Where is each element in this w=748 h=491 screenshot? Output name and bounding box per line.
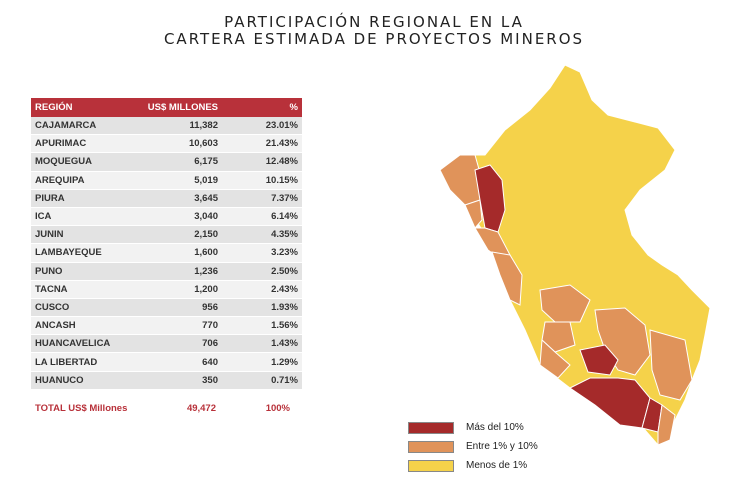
cell-region: PIURA bbox=[31, 189, 139, 208]
region-tacna bbox=[657, 404, 676, 446]
region-piura bbox=[439, 154, 483, 206]
title-line-2: CARTERA ESTIMADA DE PROYECTOS MINEROS bbox=[163, 30, 585, 48]
table-row: PUNO 1,236 2.50% bbox=[31, 262, 302, 281]
cell-millions: 3,040 bbox=[139, 207, 222, 227]
cell-millions: 1,200 bbox=[139, 280, 222, 299]
total-percent: 100% bbox=[265, 403, 290, 414]
cell-percent: 2.43% bbox=[222, 280, 302, 299]
legend-item: Entre 1% y 10% bbox=[408, 437, 538, 456]
cell-region: PUNO bbox=[31, 262, 139, 281]
legend-swatch-low bbox=[408, 459, 454, 472]
cell-region: CAJAMARCA bbox=[31, 117, 139, 136]
region-lambayeque bbox=[464, 199, 483, 229]
legend-swatch-mid bbox=[408, 440, 454, 453]
cell-percent: 2.50% bbox=[222, 262, 302, 281]
cell-percent: 7.37% bbox=[222, 189, 302, 208]
table-row: ANCASH 770 1.56% bbox=[31, 316, 302, 336]
cell-millions: 11,382 bbox=[139, 117, 222, 136]
cell-percent: 1.43% bbox=[222, 334, 302, 354]
cell-millions: 350 bbox=[139, 371, 222, 390]
table-row: AREQUIPA 5,019 10.15% bbox=[31, 171, 302, 190]
region-puno bbox=[649, 329, 693, 401]
total-value: 49,472 bbox=[186, 403, 216, 414]
cell-percent: 1.56% bbox=[222, 316, 302, 336]
table-row: PIURA 3,645 7.37% bbox=[31, 189, 302, 208]
cell-region: HUANUCO bbox=[31, 371, 139, 390]
table-row: TACNA 1,200 2.43% bbox=[31, 280, 302, 299]
page-title: PARTICIPACIÓN REGIONAL EN LA CARTERA EST… bbox=[0, 14, 748, 48]
cell-region: AREQUIPA bbox=[31, 171, 139, 190]
region-apurimac bbox=[579, 344, 619, 376]
cell-region: MOQUEGUA bbox=[31, 152, 139, 172]
region-table: REGIÓN US$ MILLONES % CAJAMARCA 11,382 23.… bbox=[31, 98, 302, 390]
table-row: ICA 3,040 6.14% bbox=[31, 207, 302, 227]
cell-millions: 706 bbox=[139, 334, 222, 354]
region-cajamarca bbox=[474, 164, 506, 233]
table-row: HUANUCO 350 0.71% bbox=[31, 371, 302, 390]
cell-millions: 10,603 bbox=[139, 134, 222, 154]
cell-percent: 3.23% bbox=[222, 243, 302, 263]
legend-item: Más del 10% bbox=[408, 418, 538, 437]
cell-millions: 2,150 bbox=[139, 225, 222, 245]
cell-region: CUSCO bbox=[31, 298, 139, 318]
cell-millions: 770 bbox=[139, 316, 222, 336]
total-label: TOTAL US$ Millones bbox=[35, 403, 128, 414]
cell-millions: 640 bbox=[139, 352, 222, 372]
cell-millions: 5,019 bbox=[139, 171, 222, 190]
cell-percent: 21.43% bbox=[222, 134, 302, 154]
header-percent: % bbox=[222, 98, 302, 117]
region-ancash bbox=[491, 251, 523, 306]
region-junin bbox=[539, 284, 591, 323]
table-row: MOQUEGUA 6,175 12.48% bbox=[31, 152, 302, 172]
table-header-row: REGIÓN US$ MILLONES % bbox=[31, 98, 302, 117]
table-row: HUANCAVELICA 706 1.43% bbox=[31, 334, 302, 354]
peru-map bbox=[439, 64, 711, 446]
legend-item: Menos de 1% bbox=[408, 456, 538, 475]
cell-region: LAMBAYEQUE bbox=[31, 243, 139, 263]
table-row: CAJAMARCA 11,382 23.01% bbox=[31, 117, 302, 136]
cell-millions: 956 bbox=[139, 298, 222, 318]
cell-percent: 10.15% bbox=[222, 171, 302, 190]
region-cusco bbox=[594, 307, 651, 376]
legend-label-low: Menos de 1% bbox=[466, 460, 528, 471]
legend-label-mid: Entre 1% y 10% bbox=[466, 441, 538, 452]
cell-region: ANCASH bbox=[31, 316, 139, 336]
cell-percent: 23.01% bbox=[222, 117, 302, 136]
map-legend: Más del 10% Entre 1% y 10% Menos de 1% bbox=[408, 418, 538, 475]
cell-percent: 1.93% bbox=[222, 298, 302, 318]
cell-region: LA LIBERTAD bbox=[31, 352, 139, 372]
cell-millions: 6,175 bbox=[139, 152, 222, 172]
table-row: APURIMAC 10,603 21.43% bbox=[31, 134, 302, 154]
cell-percent: 1.29% bbox=[222, 352, 302, 372]
cell-region: ICA bbox=[31, 207, 139, 227]
cell-millions: 1,236 bbox=[139, 262, 222, 281]
region-ica bbox=[539, 338, 571, 379]
cell-region: APURIMAC bbox=[31, 134, 139, 154]
legend-swatch-high bbox=[408, 421, 454, 434]
cell-percent: 6.14% bbox=[222, 207, 302, 227]
cell-millions: 3,645 bbox=[139, 189, 222, 208]
cell-region: HUANCAVELICA bbox=[31, 334, 139, 354]
title-line-1: PARTICIPACIÓN REGIONAL EN LA bbox=[224, 13, 524, 31]
table-row: CUSCO 956 1.93% bbox=[31, 298, 302, 318]
region-huancavelica bbox=[541, 321, 576, 353]
cell-millions: 1,600 bbox=[139, 243, 222, 263]
region-arequipa bbox=[569, 377, 651, 429]
cell-percent: 0.71% bbox=[222, 371, 302, 390]
table-row: LA LIBERTAD 640 1.29% bbox=[31, 352, 302, 372]
cell-percent: 12.48% bbox=[222, 152, 302, 172]
table-row: LAMBAYEQUE 1,600 3.23% bbox=[31, 243, 302, 263]
cell-region: TACNA bbox=[31, 280, 139, 299]
cell-percent: 4.35% bbox=[222, 225, 302, 245]
header-region: REGIÓN bbox=[31, 98, 139, 117]
header-millions: US$ MILLONES bbox=[139, 98, 222, 117]
cell-region: JUNIN bbox=[31, 225, 139, 245]
legend-label-high: Más del 10% bbox=[466, 422, 524, 433]
table-row: JUNIN 2,150 4.35% bbox=[31, 225, 302, 245]
